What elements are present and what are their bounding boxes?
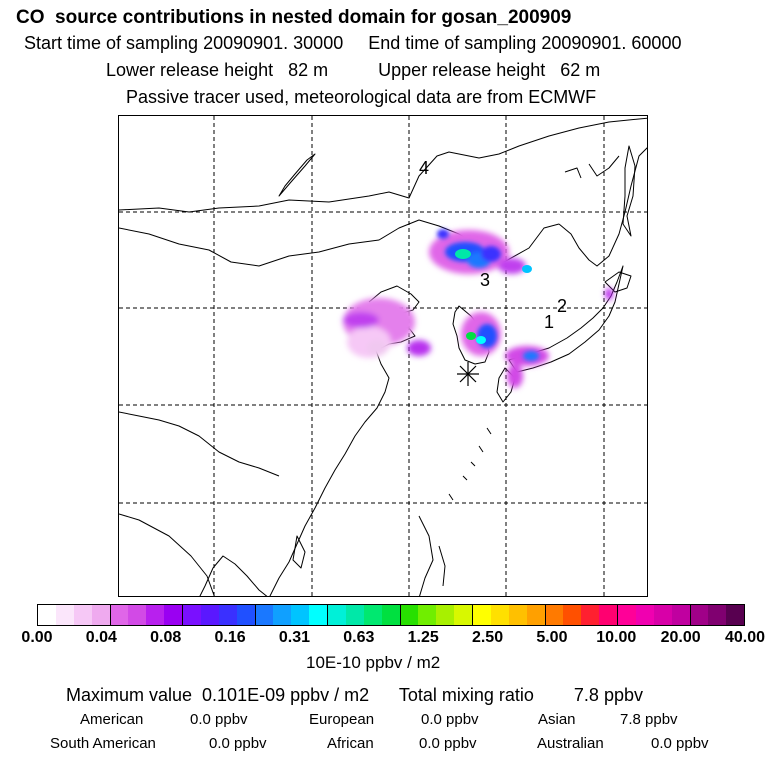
colorbar-swatch — [363, 605, 382, 625]
colorbar-tick-label: 5.00 — [536, 629, 568, 646]
colorbar-swatch — [91, 605, 111, 625]
colorbar-tick-label: 10.00 — [596, 629, 637, 646]
colorbar-tick-label: 20.00 — [660, 629, 701, 646]
colorbar-swatch — [545, 605, 564, 625]
colorbar — [37, 604, 745, 626]
colorbar-swatch — [328, 605, 346, 625]
colorbar-swatch — [55, 605, 74, 625]
colorbar-swatch — [236, 605, 256, 625]
region-name-asian: Asian — [538, 711, 576, 728]
colorbar-swatch — [309, 605, 328, 625]
upper-release-height: Upper release height 62 m — [378, 60, 601, 80]
colorbar-swatch — [164, 605, 183, 625]
colorbar-swatch — [291, 605, 310, 625]
colorbar-swatch — [218, 605, 237, 625]
colorbar-tick-label: 0.63 — [343, 629, 375, 646]
colorbar-swatch — [73, 605, 92, 625]
region-value-american: 0.0 ppbv — [190, 711, 248, 728]
colorbar-tick-label: 0.08 — [150, 629, 182, 646]
region-name-european: European — [309, 711, 375, 728]
colorbar-swatch — [128, 605, 147, 625]
coastlines — [119, 117, 647, 596]
region-value-african: 0.0 ppbv — [419, 735, 477, 752]
colorbar-swatch — [563, 605, 582, 625]
colorbar-swatch — [690, 605, 709, 625]
region-value-asian: 7.8 ppbv — [620, 711, 678, 728]
source-label-4: 4 — [419, 158, 429, 178]
region-name-african: African — [327, 735, 374, 752]
colorbar-swatch — [381, 605, 401, 625]
colorbar-swatch — [146, 605, 165, 625]
end-time: End time of sampling 20090901. 60000 — [368, 33, 682, 53]
source-label-3: 3 — [480, 270, 490, 290]
region-name-australian: Australian — [537, 735, 604, 752]
colorbar-swatch — [708, 605, 727, 625]
colorbar-tick-label: 0.16 — [214, 629, 246, 646]
colorbar-swatch — [110, 605, 129, 625]
colorbar-swatch — [200, 605, 219, 625]
total-mixing-label: Total mixing ratio — [398, 685, 534, 705]
colorbar-swatch — [38, 605, 56, 625]
concentration-field — [343, 229, 613, 388]
map-canvas: 1 2 3 4 — [119, 116, 647, 596]
maximum-value: Maximum value 0.101E-09 ppbv / m2 — [66, 685, 370, 705]
summary-row: Maximum value 0.101E-09 ppbv / m2 Total … — [66, 686, 643, 704]
colorbar-swatch — [671, 605, 691, 625]
receptor-star-marker — [457, 362, 479, 386]
total-mixing-value: 7.8 ppbv — [573, 685, 643, 705]
source-label-2: 2 — [557, 296, 567, 316]
colorbar-swatch — [400, 605, 419, 625]
colorbar-units: 10E-10 ppbv / m2 — [306, 653, 441, 672]
colorbar-swatch — [635, 605, 654, 625]
colorbar-swatch — [653, 605, 672, 625]
region-value-australian: 0.0 ppbv — [651, 735, 709, 752]
colorbar-tick-label: 0.00 — [21, 629, 53, 646]
region-value-south-american: 0.0 ppbv — [209, 735, 267, 752]
colorbar-swatch — [618, 605, 636, 625]
region-name-american: American — [80, 711, 144, 728]
figure-title: CO source contributions in nested domain… — [16, 7, 572, 28]
release-heights: Lower release height 82 m Upper release … — [106, 61, 600, 79]
lower-release-height: Lower release height 82 m — [106, 60, 329, 80]
colorbar-tick-label: 2.50 — [471, 629, 504, 646]
map-panel: 1 2 3 4 — [118, 115, 648, 597]
colorbar-tick-label: 40.00 — [724, 629, 766, 646]
colorbar-swatch — [418, 605, 437, 625]
colorbar-swatch — [581, 605, 600, 625]
sampling-times: Start time of sampling 20090901. 30000 E… — [24, 34, 681, 52]
colorbar-swatch — [255, 605, 274, 625]
colorbar-swatch — [183, 605, 201, 625]
colorbar-swatch — [345, 605, 364, 625]
colorbar-swatch — [436, 605, 455, 625]
colorbar-swatch — [490, 605, 509, 625]
source-label-1: 1 — [544, 312, 554, 332]
colorbar-swatch — [473, 605, 491, 625]
graticule — [119, 116, 647, 596]
start-time: Start time of sampling 20090901. 30000 — [24, 33, 344, 53]
colorbar-swatch — [599, 605, 618, 625]
colorbar-swatch — [726, 605, 745, 625]
colorbar-swatch — [508, 605, 527, 625]
colorbar-swatch — [273, 605, 292, 625]
colorbar-tick-label: 0.31 — [278, 629, 311, 646]
colorbar-tick-label: 1.25 — [407, 629, 439, 646]
tracer-note: Passive tracer used, meteorological data… — [126, 87, 597, 107]
colorbar-swatch — [526, 605, 546, 625]
colorbar-tick-label: 0.04 — [85, 629, 117, 646]
region-name-south-american: South American — [50, 735, 156, 752]
region-value-european: 0.0 ppbv — [421, 711, 479, 728]
colorbar-swatch — [454, 605, 473, 625]
